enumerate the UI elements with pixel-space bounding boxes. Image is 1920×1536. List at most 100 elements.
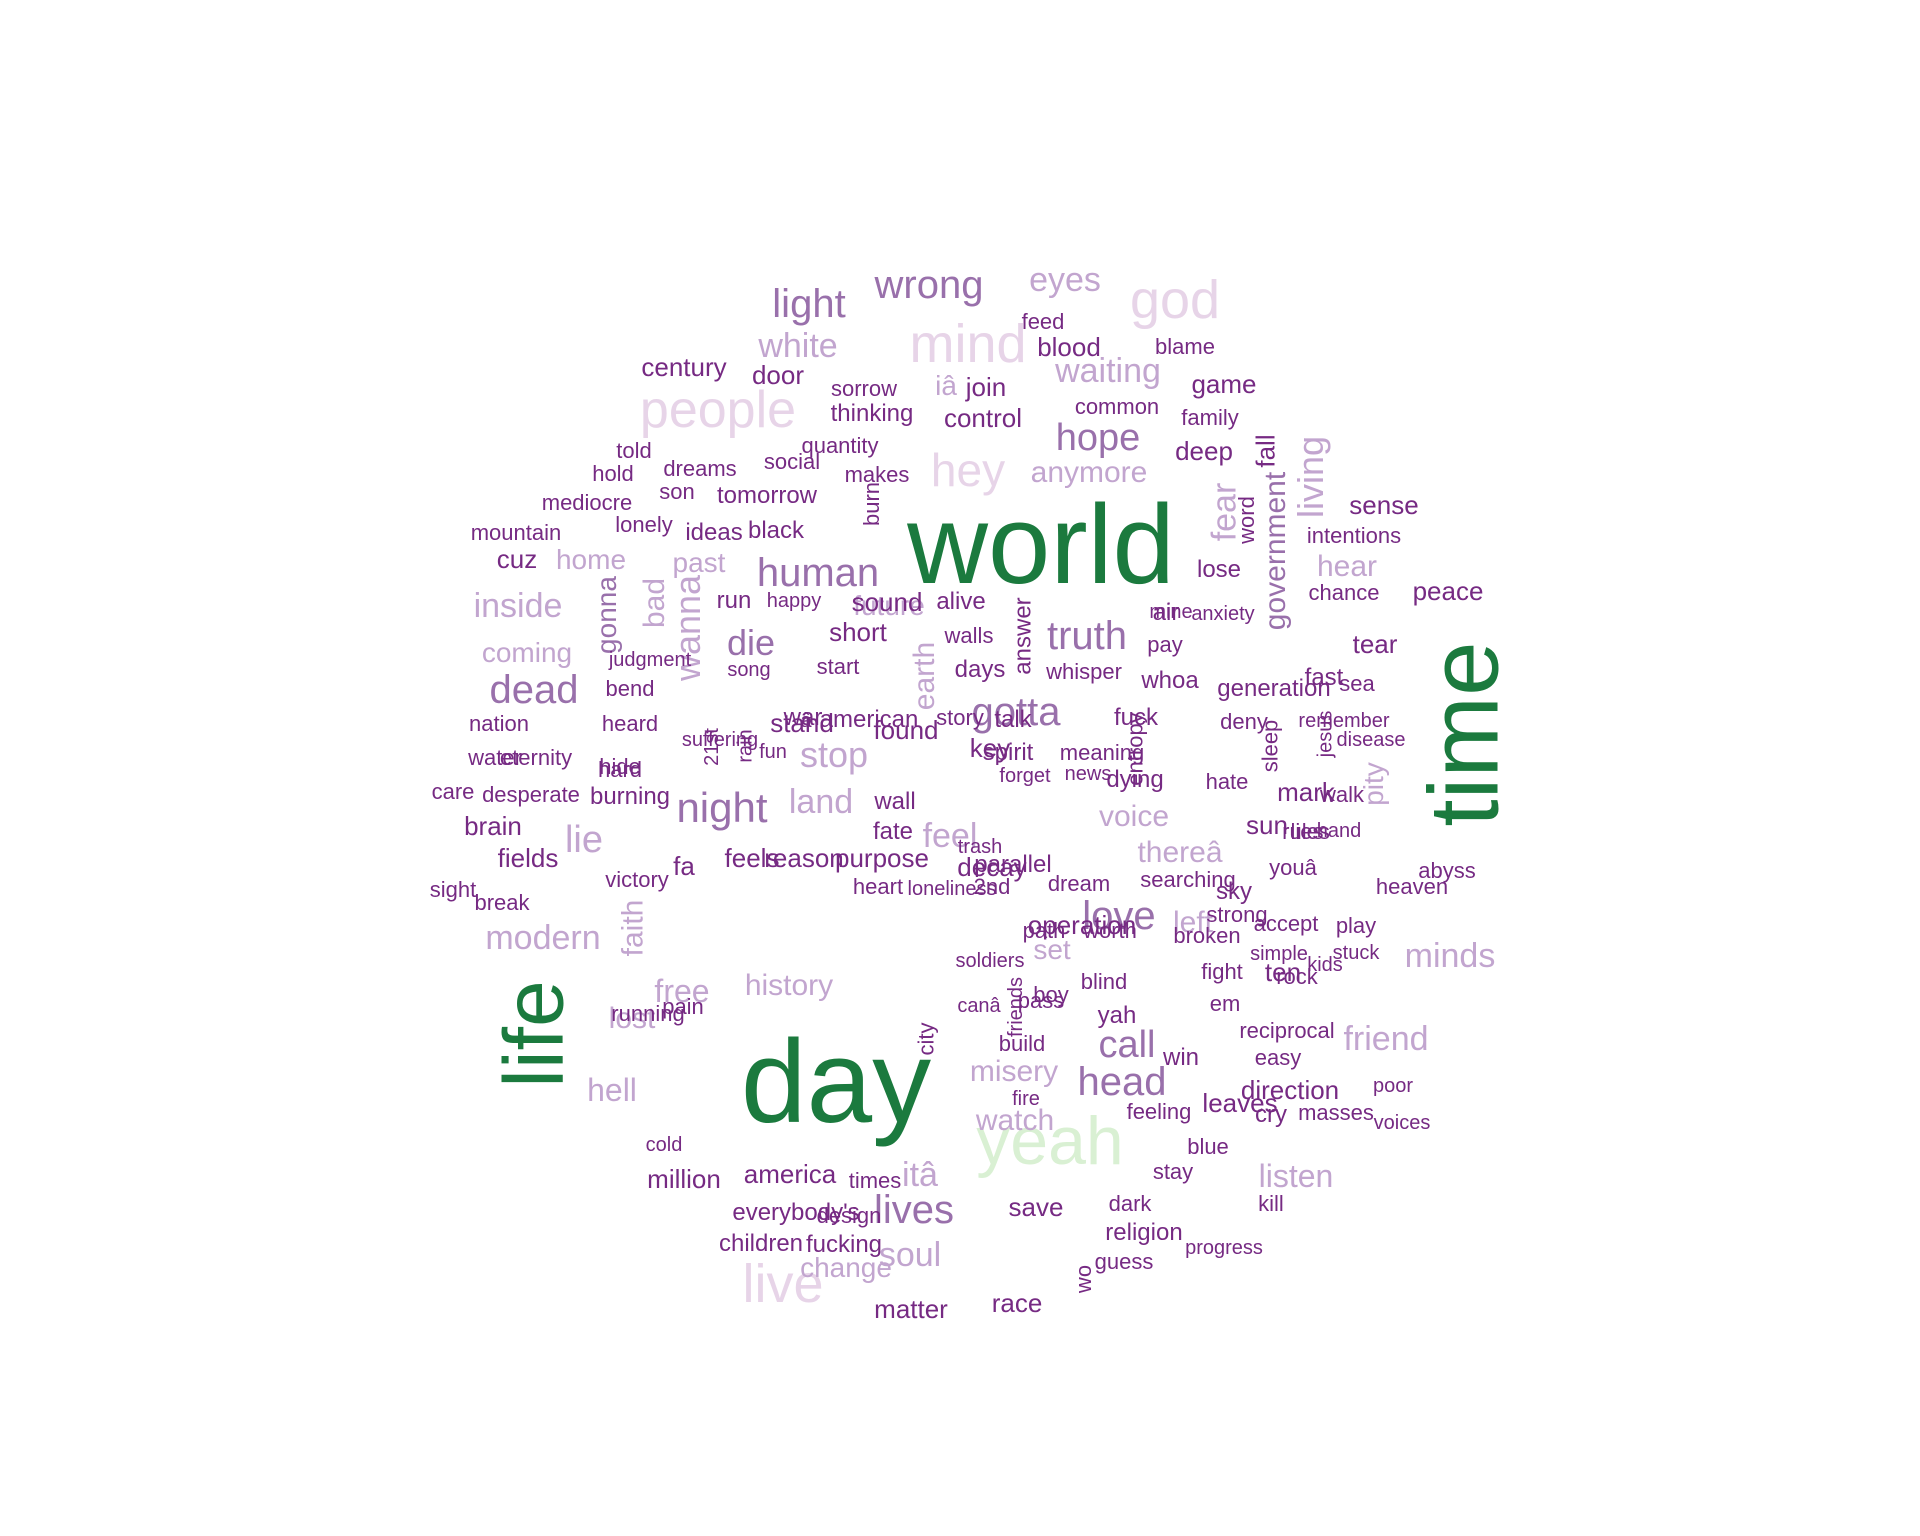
word-deep: deep: [1175, 436, 1233, 466]
word-rules: rules: [1282, 819, 1330, 844]
word-talk: talk: [994, 706, 1032, 733]
word-pity: pity: [1357, 762, 1389, 806]
word-watch: watch: [975, 1104, 1055, 1137]
word-call: call: [1098, 1024, 1156, 1066]
word-sea: sea: [1339, 671, 1375, 696]
word-word: word: [1234, 496, 1259, 544]
word-fate: fate: [872, 818, 914, 845]
word-hide: hide: [599, 754, 641, 779]
word-broken: broken: [1173, 923, 1241, 948]
word-head: head: [1077, 1060, 1167, 1104]
word-stuck: stuck: [1332, 942, 1380, 964]
word-truth: truth: [1046, 614, 1128, 658]
word-hey: hey: [930, 444, 1006, 496]
word-day: day: [740, 1016, 932, 1148]
word-earth: earth: [907, 641, 941, 711]
word-race: race: [991, 1288, 1043, 1318]
word-run: run: [716, 587, 752, 614]
word-news: news: [1064, 763, 1112, 785]
word-it: itâ: [902, 1156, 938, 1194]
word-god: god: [1129, 270, 1221, 330]
word-lost: lost: [608, 1002, 656, 1035]
word-build: build: [998, 1031, 1046, 1056]
word-burn: burn: [858, 481, 884, 527]
word-direction: direction: [1240, 1075, 1340, 1105]
word-blood: blood: [1037, 332, 1101, 362]
word-fall: fall: [1251, 434, 1281, 468]
word-em: em: [1209, 991, 1241, 1016]
word-intentions: intentions: [1306, 523, 1402, 548]
word-leaves: leaves: [1202, 1088, 1278, 1118]
word-million: million: [647, 1164, 721, 1194]
word-hold: hold: [592, 461, 634, 486]
word-glyph: â: [800, 710, 812, 732]
word-minds: minds: [1404, 937, 1496, 975]
word-2nd: 2nd: [973, 874, 1011, 899]
word-stay: stay: [1152, 1159, 1194, 1184]
word-soldiers: soldiers: [955, 950, 1025, 972]
word-kids: kids: [1307, 954, 1343, 976]
word-fun: fun: [759, 741, 787, 763]
word-night: night: [676, 784, 768, 831]
word-blame: blame: [1155, 334, 1215, 359]
word-die: die: [726, 622, 776, 663]
word-change: change: [800, 1252, 892, 1283]
word-tomorrow: tomorrow: [716, 482, 818, 509]
word-running: running: [611, 1001, 685, 1026]
word-start: start: [816, 654, 860, 679]
word-reason: reason: [764, 843, 844, 873]
word-eyes: eyes: [1029, 261, 1101, 299]
word-meaning: meaning: [1059, 740, 1145, 765]
word-nation: nation: [469, 711, 529, 736]
word-abyss: abyss: [1418, 858, 1476, 883]
word-blind: blind: [1080, 969, 1128, 994]
word-lies: lies: [1290, 819, 1324, 844]
word-strong: strong: [1206, 902, 1268, 927]
word-hear: hear: [1316, 550, 1378, 583]
word-21st: 21st: [701, 728, 723, 766]
word-hell: hell: [587, 1072, 637, 1108]
word-inside: inside: [473, 587, 563, 625]
word-city: city: [913, 1022, 938, 1056]
word-sky: sky: [1216, 878, 1252, 905]
word-lose: lose: [1196, 556, 1242, 583]
word-remember: remember: [1298, 710, 1390, 732]
word-son: son: [659, 479, 695, 504]
word-accept: accept: [1253, 911, 1319, 936]
word-loneliness: loneliness: [907, 878, 997, 900]
word-soul: soul: [878, 1236, 942, 1274]
word-feeling: feeling: [1126, 1099, 1192, 1124]
word-matter: matter: [874, 1294, 948, 1324]
word-children: children: [718, 1230, 804, 1257]
word-human: human: [756, 551, 880, 595]
word-victory: victory: [605, 867, 669, 892]
word-you: youâ: [1269, 855, 1317, 880]
word-days: days: [954, 656, 1006, 683]
word-break: break: [474, 890, 530, 915]
word-play: play: [1335, 913, 1377, 938]
word-stop: stop: [799, 734, 869, 775]
word-game: game: [1191, 369, 1257, 399]
word-i: iâ: [935, 370, 957, 401]
word-design: design: [816, 1203, 882, 1228]
word-hate: hate: [1205, 769, 1249, 794]
word-living: living: [1289, 435, 1331, 519]
word-control: control: [943, 403, 1023, 433]
word-key: key: [969, 733, 1011, 763]
word-trash: trash: [957, 836, 1003, 858]
word-anymore: anymore: [1030, 456, 1148, 489]
word-brain: brain: [464, 811, 522, 841]
word-heard: heard: [601, 711, 659, 736]
word-cold: cold: [645, 1134, 683, 1156]
word-home: home: [555, 544, 627, 575]
word-religion: religion: [1105, 1219, 1183, 1246]
word-alive: alive: [936, 588, 986, 615]
word-voices: voices: [1373, 1112, 1431, 1134]
word-simple: simple: [1250, 943, 1308, 965]
word-fight: fight: [1201, 959, 1243, 984]
word-lonely: lonely: [615, 512, 673, 537]
word-times: times: [848, 1168, 902, 1193]
word-past: past: [672, 547, 726, 578]
word-deny: deny: [1220, 709, 1268, 734]
word-misery: misery: [969, 1055, 1059, 1088]
